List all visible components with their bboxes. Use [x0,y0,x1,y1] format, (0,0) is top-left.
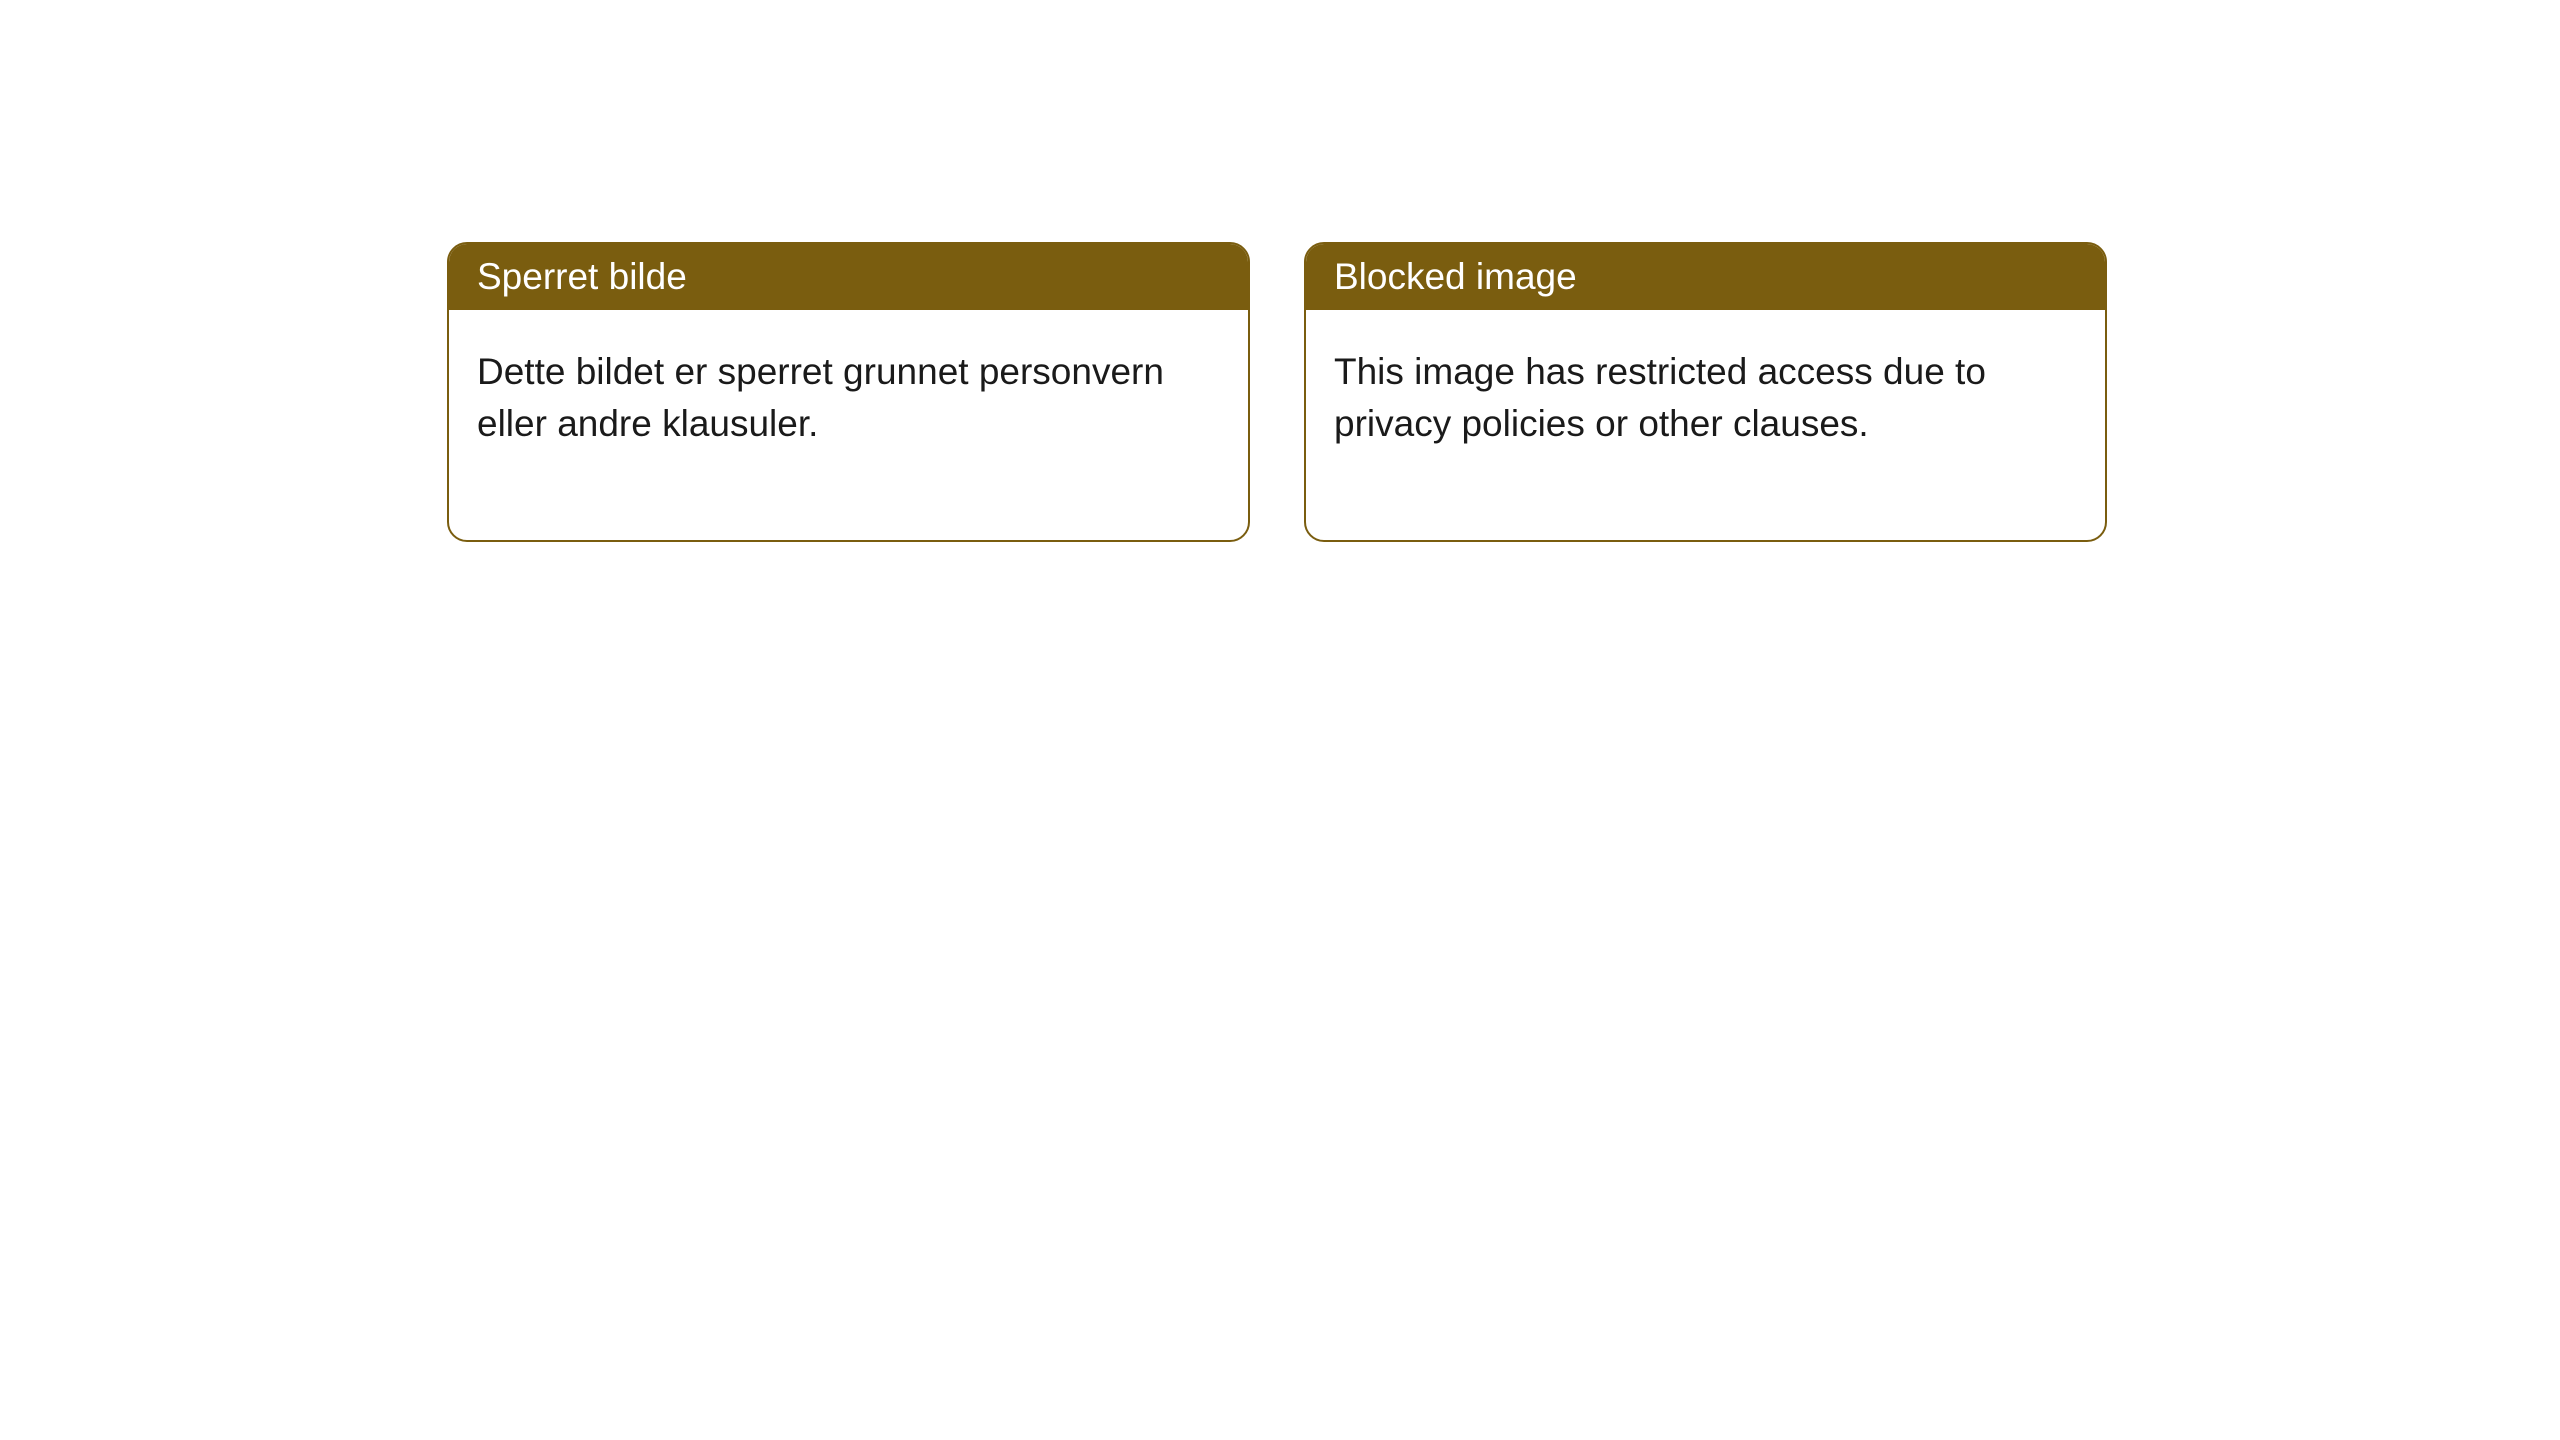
notice-card-norwegian: Sperret bilde Dette bildet er sperret gr… [447,242,1250,542]
notice-body: This image has restricted access due to … [1306,310,2105,540]
notice-text: Dette bildet er sperret grunnet personve… [477,351,1164,444]
notice-card-english: Blocked image This image has restricted … [1304,242,2107,542]
notice-body: Dette bildet er sperret grunnet personve… [449,310,1248,540]
notice-title: Sperret bilde [477,256,687,297]
notice-title: Blocked image [1334,256,1577,297]
notice-container: Sperret bilde Dette bildet er sperret gr… [447,242,2107,542]
notice-text: This image has restricted access due to … [1334,351,1986,444]
notice-header: Sperret bilde [449,244,1248,310]
notice-header: Blocked image [1306,244,2105,310]
